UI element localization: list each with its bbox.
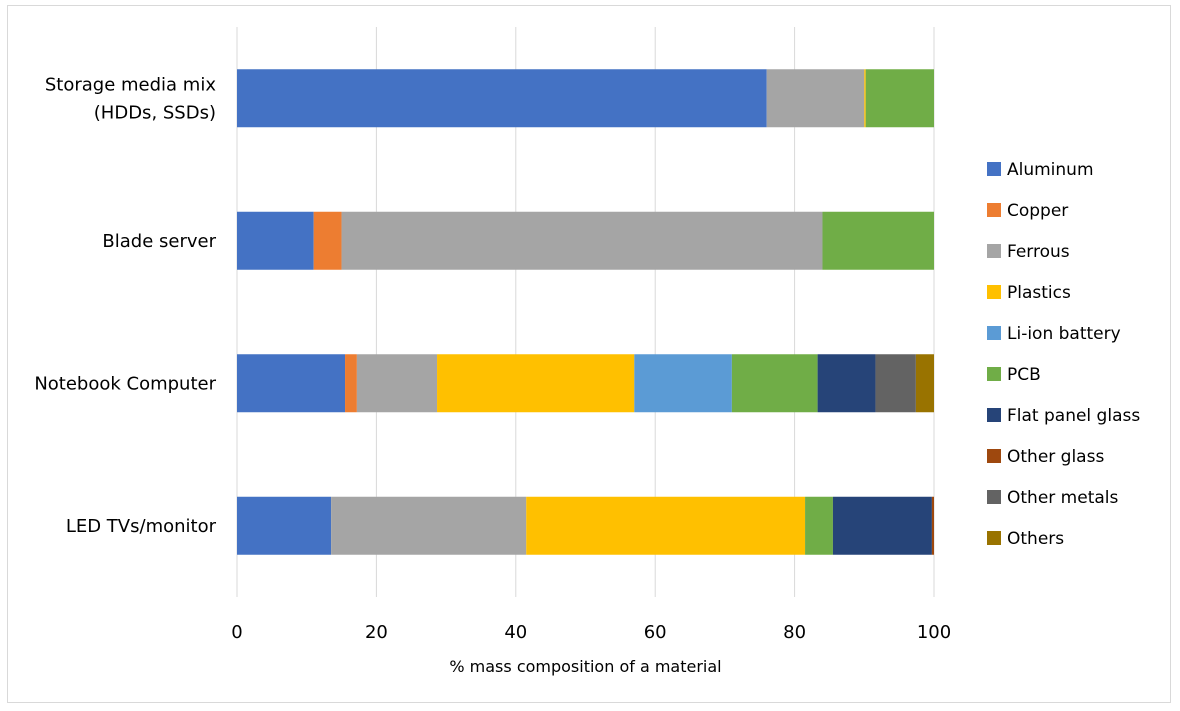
category-label-0-0: Storage media mix (45, 74, 216, 95)
legend-swatch-8 (987, 490, 1001, 504)
legend-label-3: Plastics (1007, 283, 1071, 303)
bar-segment-0-pcb (865, 69, 934, 128)
bar-segment-2-li-ion-battery (634, 354, 732, 413)
legend-label-6: Flat panel glass (1007, 406, 1140, 426)
bar-segment-2-pcb (731, 354, 818, 413)
category-label-0-1: (HDDs, SSDs) (94, 102, 216, 123)
legend-swatch-9 (987, 531, 1001, 545)
bar-segment-0-plastics (864, 69, 866, 128)
x-tick-label-100: 100 (917, 622, 951, 643)
bar-segment-2-other-metals (875, 354, 916, 413)
bar-segment-2-copper (345, 354, 357, 413)
legend-label-1: Copper (1007, 201, 1068, 221)
x-tick-label-60: 60 (644, 622, 667, 643)
x-tick-label-40: 40 (504, 622, 527, 643)
legend-swatch-0 (987, 162, 1001, 176)
x-axis-title: % mass composition of a material (449, 657, 721, 676)
legend-label-5: PCB (1007, 365, 1041, 385)
legend-swatch-2 (987, 244, 1001, 258)
legend-label-0: Aluminum (1007, 160, 1094, 180)
legend-label-4: Li-ion battery (1007, 324, 1121, 344)
bar-segment-1-ferrous (341, 211, 823, 270)
bar-segment-3-aluminum (237, 496, 332, 555)
bar-segment-0-ferrous (766, 69, 865, 128)
bar-segment-1-pcb (822, 211, 934, 270)
bar-segment-2-others (915, 354, 934, 413)
legend-swatch-6 (987, 408, 1001, 422)
legend-label-8: Other metals (1007, 488, 1118, 508)
bar-segment-3-plastics (526, 496, 806, 555)
bar-segment-1-aluminum (237, 211, 314, 270)
x-tick-label-0: 0 (231, 622, 242, 643)
bar-segment-3-other-glass (931, 496, 934, 555)
legend-swatch-5 (987, 367, 1001, 381)
legend-label-2: Ferrous (1007, 242, 1070, 262)
category-label-1-0: Blade server (102, 231, 216, 252)
category-label-2-0: Notebook Computer (34, 373, 216, 394)
legend-label-7: Other glass (1007, 447, 1104, 467)
category-label-3-0: LED TVs/monitor (66, 516, 217, 537)
x-tick-label-80: 80 (783, 622, 806, 643)
bar-segment-0-aluminum (237, 69, 767, 128)
bar-segment-1-copper (313, 211, 342, 270)
x-tick-label-20: 20 (365, 622, 388, 643)
legend-swatch-7 (987, 449, 1001, 463)
bar-segment-3-ferrous (331, 496, 527, 555)
legend-swatch-1 (987, 203, 1001, 217)
bar-segment-3-flat-panel-glass (832, 496, 932, 555)
legend-label-9: Others (1007, 529, 1064, 549)
bar-segment-2-flat-panel-glass (817, 354, 876, 413)
bar-segment-2-ferrous (356, 354, 438, 413)
bar-segment-2-aluminum (237, 354, 346, 413)
bar-segment-2-plastics (437, 354, 635, 413)
bar-segment-3-pcb (805, 496, 833, 555)
legend-swatch-3 (987, 285, 1001, 299)
legend-swatch-4 (987, 326, 1001, 340)
